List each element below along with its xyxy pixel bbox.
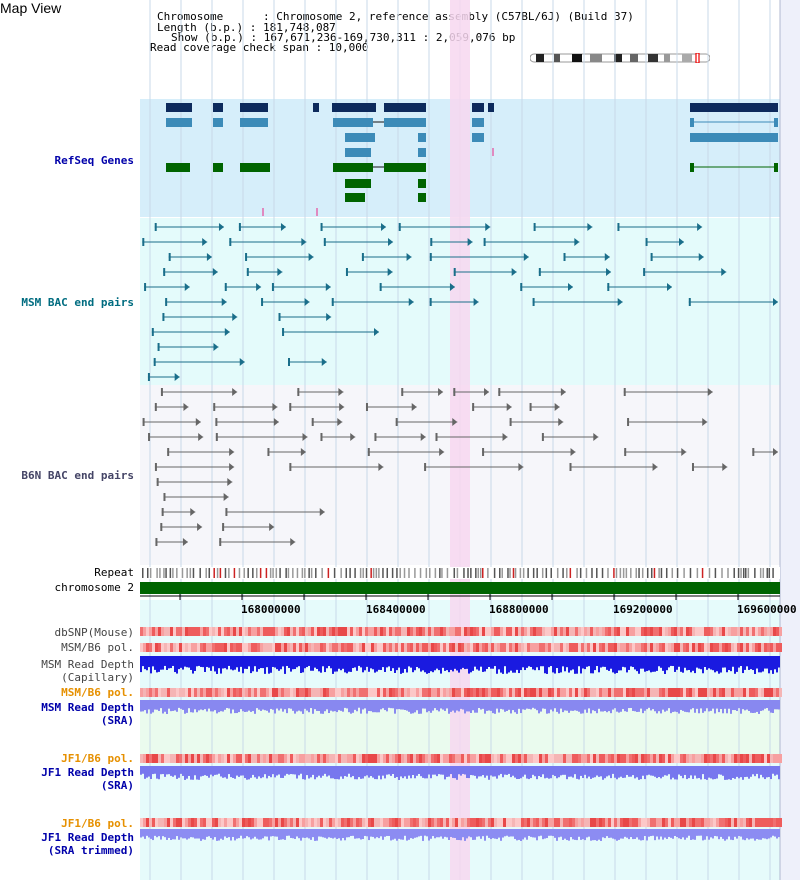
msm-read-depth-sra-label: MSM Read Depth xyxy=(41,701,134,714)
gene-feature[interactable] xyxy=(418,118,426,127)
jf1-read-depth-sra-sub-label: (SRA) xyxy=(100,779,134,792)
chromosome-ideogram-icon[interactable] xyxy=(530,53,710,63)
jf1-b6-pol-label: JF1/B6 pol. xyxy=(61,752,134,765)
gene-feature[interactable] xyxy=(472,103,484,112)
msm-read-depth-sra-sub-label: (SRA) xyxy=(100,714,134,727)
gene-feature[interactable] xyxy=(345,193,365,202)
map-view-title: Map View xyxy=(0,0,62,16)
msm-read-depth-cap-label: MSM Read Depth xyxy=(41,658,134,671)
jf1-read-depth-trim-sub-label: (SRA trimmed) xyxy=(47,844,134,857)
gene-feature[interactable] xyxy=(333,118,373,127)
gene-feature[interactable] xyxy=(472,118,484,127)
gene-feature[interactable] xyxy=(418,179,426,188)
gene-feature[interactable] xyxy=(166,163,190,172)
refseq-genes-label: RefSeq Genes xyxy=(54,154,134,167)
jf1-read-depth-sra-label: JF1 Read Depth xyxy=(41,766,134,779)
repeat-label: Repeat xyxy=(94,566,134,579)
msm-read-depth-cap-sub-label: (Capillary) xyxy=(61,671,134,684)
gene-feature[interactable] xyxy=(418,148,426,157)
axis-tick-label: 169200000 xyxy=(613,603,673,616)
gene-feature[interactable] xyxy=(690,163,694,172)
axis-tick-label: 168000000 xyxy=(241,603,301,616)
gene-feature[interactable] xyxy=(333,163,373,172)
gene-feature[interactable] xyxy=(213,163,223,172)
jf1-read-depth-trim-label: JF1 Read Depth xyxy=(41,831,134,844)
gene-feature[interactable] xyxy=(213,118,223,127)
gene-feature[interactable] xyxy=(313,103,319,112)
gene-feature[interactable] xyxy=(418,163,426,172)
gene-feature[interactable] xyxy=(166,118,192,127)
chromosome-label: chromosome 2 xyxy=(54,581,134,594)
gene-feature[interactable] xyxy=(240,118,268,127)
chromosome-bar xyxy=(140,582,780,594)
gene-feature[interactable] xyxy=(690,133,778,142)
msm-bac-label: MSM BAC end pairs xyxy=(21,296,134,309)
gene-feature[interactable] xyxy=(384,103,424,112)
gene-feature[interactable] xyxy=(345,148,371,157)
gene-feature[interactable] xyxy=(472,133,484,142)
gene-feature[interactable] xyxy=(774,118,778,127)
gene-feature[interactable] xyxy=(418,103,426,112)
gene-feature[interactable] xyxy=(240,103,268,112)
b6n-bac-label: B6N BAC end pairs xyxy=(21,469,134,482)
gene-feature[interactable] xyxy=(774,163,778,172)
gene-feature[interactable] xyxy=(345,133,375,142)
gene-feature[interactable] xyxy=(488,103,494,112)
gene-feature[interactable] xyxy=(418,133,426,142)
axis-tick-label: 168800000 xyxy=(489,603,549,616)
dbsnp-label: dbSNP(Mouse) xyxy=(54,626,134,639)
msm-b6-pol2-label: MSM/B6 pol. xyxy=(61,686,134,699)
gene-feature[interactable] xyxy=(690,103,778,112)
gene-feature[interactable] xyxy=(690,118,694,127)
gene-feature[interactable] xyxy=(240,163,270,172)
axis-tick-label: 169600000 xyxy=(737,603,797,616)
highlight-band xyxy=(450,0,470,880)
gene-feature[interactable] xyxy=(384,163,424,172)
axis-tick-label: 168400000 xyxy=(366,603,426,616)
length-info: Length (b.p.) : 181,748,087 xyxy=(157,21,336,34)
gene-feature[interactable] xyxy=(384,118,424,127)
msm-b6-pol-label: MSM/B6 pol. xyxy=(61,641,134,654)
gene-feature[interactable] xyxy=(213,103,223,112)
gene-feature[interactable] xyxy=(418,193,426,202)
coverage-span-info: Read coverage check span : 10,000 xyxy=(150,41,369,54)
jf1-b6-pol2-label: JF1/B6 pol. xyxy=(61,817,134,830)
gene-feature[interactable] xyxy=(332,103,376,112)
gene-feature[interactable] xyxy=(345,179,371,188)
right-border xyxy=(780,0,800,880)
gene-feature[interactable] xyxy=(166,103,192,112)
